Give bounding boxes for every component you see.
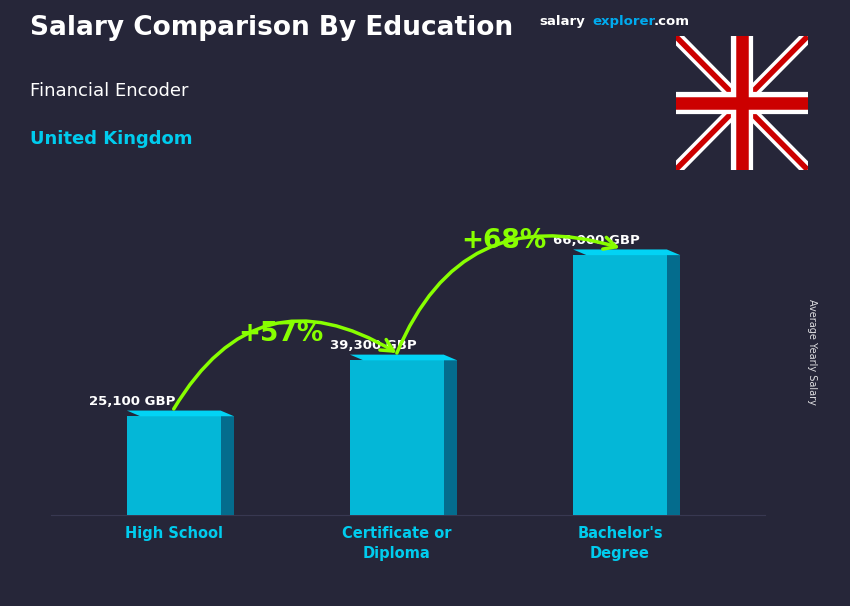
Text: United Kingdom: United Kingdom [30, 130, 192, 148]
Text: +57%: +57% [238, 321, 324, 347]
Text: 39,300 GBP: 39,300 GBP [330, 339, 416, 353]
Polygon shape [350, 355, 457, 361]
Text: 66,000 GBP: 66,000 GBP [553, 235, 640, 247]
Polygon shape [444, 361, 457, 515]
Polygon shape [573, 250, 680, 255]
Text: salary: salary [540, 15, 586, 28]
Polygon shape [220, 416, 234, 515]
Text: Average Yearly Salary: Average Yearly Salary [807, 299, 817, 404]
Polygon shape [127, 410, 234, 416]
Text: 25,100 GBP: 25,100 GBP [89, 395, 175, 408]
Text: explorer: explorer [592, 15, 655, 28]
Text: Financial Encoder: Financial Encoder [30, 82, 188, 100]
Bar [127, 416, 220, 515]
Text: .com: .com [654, 15, 689, 28]
Text: Salary Comparison By Education: Salary Comparison By Education [30, 15, 513, 41]
Polygon shape [666, 255, 680, 515]
Text: +68%: +68% [462, 227, 547, 253]
Bar [573, 255, 666, 515]
Bar [350, 361, 444, 515]
